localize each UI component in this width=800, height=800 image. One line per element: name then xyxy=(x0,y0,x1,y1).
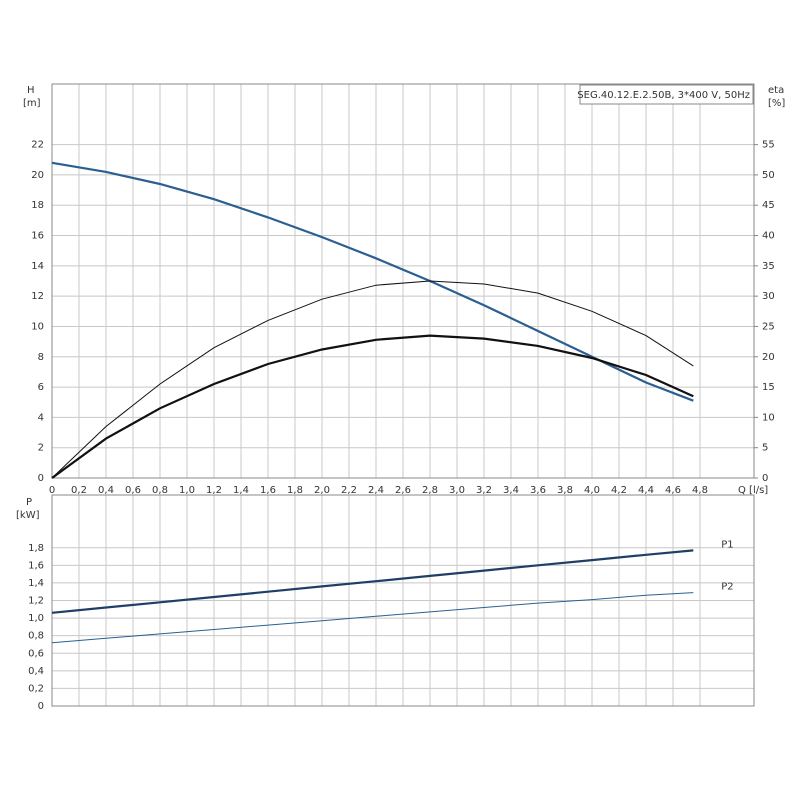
x-tick-label: 2,2 xyxy=(341,485,357,496)
series-label: P1 xyxy=(721,539,733,550)
plot-frame xyxy=(51,494,755,707)
y-axis-unit: [kW] xyxy=(16,510,40,521)
x-tick-label: 3,4 xyxy=(503,485,519,496)
x-tick-label: 0,2 xyxy=(71,485,87,496)
y-tick-label: 8 xyxy=(38,352,44,363)
x-tick-label: 4,4 xyxy=(638,485,654,496)
y-axis-unit: [m] xyxy=(23,98,41,109)
x-tick-label: 2,8 xyxy=(422,485,438,496)
y2-tick-label: 5 xyxy=(762,443,768,454)
y-tick-label: 20 xyxy=(31,170,44,181)
y-tick-label: 1,6 xyxy=(28,560,44,571)
y2-tick-label: 20 xyxy=(762,352,775,363)
y-tick-label: 1,4 xyxy=(28,578,44,589)
x-tick-label: 3,6 xyxy=(530,485,546,496)
x-tick-label: 0,6 xyxy=(125,485,141,496)
y2-tick-label: 10 xyxy=(762,412,775,423)
y2-tick-label: 15 xyxy=(762,382,775,393)
x-tick-label: 4,8 xyxy=(692,485,708,496)
x-tick-label: 2,4 xyxy=(368,485,384,496)
y-tick-label: 2 xyxy=(38,443,44,454)
y-tick-label: 0,2 xyxy=(28,683,44,694)
y-tick-label: 14 xyxy=(31,261,44,272)
y2-tick-label: 40 xyxy=(762,231,775,242)
y2-tick-label: 25 xyxy=(762,321,775,332)
x-tick-label: 0,8 xyxy=(152,485,168,496)
y-tick-label: 1,2 xyxy=(28,596,44,607)
plot-frame xyxy=(51,83,755,479)
y-tick-label: 0,6 xyxy=(28,648,44,659)
y-tick-label: 0,4 xyxy=(28,666,44,677)
x-tick-label: 1,2 xyxy=(206,485,222,496)
curve xyxy=(51,161,694,402)
y-tick-label: 1,0 xyxy=(28,613,44,624)
y2-axis-label: eta xyxy=(768,85,784,96)
x-axis-label: Q [l/s] xyxy=(738,485,768,496)
x-tick-label: 3,2 xyxy=(476,485,492,496)
x-tick-label: 4,6 xyxy=(665,485,681,496)
y-tick-label: 6 xyxy=(38,382,44,393)
y-tick-label: 18 xyxy=(31,200,44,211)
y2-tick-label: 30 xyxy=(762,291,775,302)
chart-title: SEG.40.12.E.2.50B, 3*400 V, 50Hz xyxy=(577,90,750,101)
y2-tick-label: 35 xyxy=(762,261,775,272)
x-tick-label: 1,8 xyxy=(287,485,303,496)
y-tick-label: 16 xyxy=(31,231,44,242)
x-tick-label: 0 xyxy=(49,485,55,496)
y-tick-label: 0 xyxy=(38,701,44,712)
x-tick-label: 1,0 xyxy=(179,485,195,496)
x-tick-label: 2,0 xyxy=(314,485,330,496)
curve xyxy=(51,334,694,479)
x-tick-label: 4,0 xyxy=(584,485,600,496)
y2-axis-unit: [%] xyxy=(768,98,785,109)
y-tick-label: 12 xyxy=(31,291,44,302)
x-tick-label: 3,0 xyxy=(449,485,465,496)
y-axis-label: P xyxy=(26,497,32,508)
y2-tick-label: 45 xyxy=(762,200,775,211)
curve xyxy=(51,549,694,614)
y-tick-label: 0,8 xyxy=(28,631,44,642)
curve xyxy=(51,280,694,479)
x-tick-label: 4,2 xyxy=(611,485,627,496)
y-tick-label: 0 xyxy=(38,473,44,484)
x-tick-label: 3,8 xyxy=(557,485,573,496)
y-axis-label: H xyxy=(27,85,35,96)
y-tick-label: 22 xyxy=(31,140,44,151)
x-tick-label: 2,6 xyxy=(395,485,411,496)
title-box xyxy=(579,84,754,105)
y2-tick-label: 0 xyxy=(762,473,768,484)
curve xyxy=(51,592,694,644)
y-tick-label: 4 xyxy=(38,412,44,423)
x-tick-label: 1,6 xyxy=(260,485,276,496)
y2-tick-label: 50 xyxy=(762,170,775,181)
series-label: P2 xyxy=(721,582,733,593)
x-tick-label: 0,4 xyxy=(98,485,114,496)
x-tick-label: 1,4 xyxy=(233,485,249,496)
y-tick-label: 1,8 xyxy=(28,543,44,554)
y-tick-label: 10 xyxy=(31,321,44,332)
y2-tick-label: 55 xyxy=(762,140,775,151)
